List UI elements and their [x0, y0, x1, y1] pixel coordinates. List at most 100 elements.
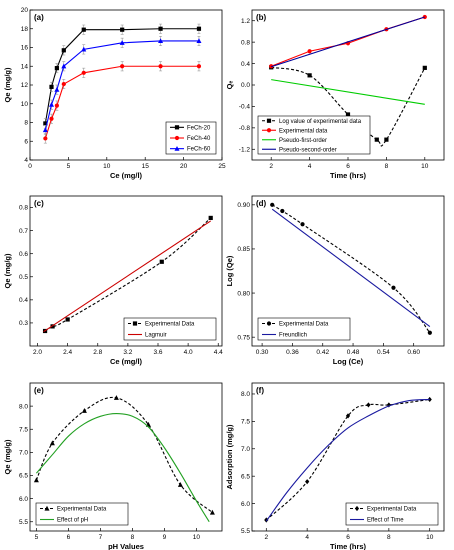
- series-line: [35, 412, 210, 523]
- chart-panel-3: 2.0 2.4 2.8 3.2 3.6 4.0 4.4 0.3 0.4 0.5 0.6 0.7 0.8 C…: [3, 195, 223, 366]
- data-point: [50, 324, 55, 329]
- legend-item: Pseudo-first-order: [262, 138, 327, 144]
- data-point: [158, 64, 163, 69]
- data-point: [270, 202, 275, 207]
- series-1: [270, 202, 432, 335]
- data-point: [209, 509, 215, 515]
- panel-label: (b): [256, 13, 267, 22]
- series-1: [43, 23, 202, 129]
- y-tick-label: 0.90: [237, 202, 250, 209]
- x-tick-label: 7: [99, 534, 103, 541]
- data-point: [81, 27, 86, 32]
- panel-label: (f): [256, 386, 264, 395]
- x-tick-label: 0.42: [316, 349, 329, 356]
- legend-swatch-marker: [266, 128, 272, 133]
- y-axis-title: Qe (mg/g): [3, 67, 12, 103]
- x-tick-label: 2.0: [33, 349, 42, 356]
- legend: FeCh-20 FeCh-40 FeCh-60: [165, 121, 217, 155]
- data-point: [54, 103, 59, 108]
- data-point: [61, 63, 67, 69]
- x-tick-label: 0.48: [347, 349, 360, 356]
- y-axis-title: Qe (mg/g): [3, 253, 12, 289]
- legend: Experimental Data Effect of pH: [35, 502, 129, 526]
- legend-label: Experimental Data: [367, 507, 417, 513]
- data-point: [49, 116, 54, 121]
- y-tick-label: 0.85: [237, 246, 250, 253]
- data-point: [196, 38, 202, 44]
- data-point: [119, 40, 125, 45]
- data-point: [43, 136, 48, 141]
- y-tick-label: 7.0: [19, 450, 28, 457]
- y-tick-label: 14: [21, 63, 29, 70]
- legend: Experimental Data Lagmuir: [123, 317, 217, 341]
- y-tick-label: -1.2: [239, 146, 251, 153]
- series-line: [44, 28, 199, 124]
- y-tick-label: 12: [21, 82, 29, 89]
- x-tick-label: 5: [35, 534, 39, 541]
- x-tick-label: 4: [305, 534, 309, 541]
- data-point: [196, 64, 202, 69]
- data-point: [422, 65, 427, 70]
- data-point: [54, 66, 59, 71]
- y-tick-label: 6: [24, 138, 28, 145]
- x-tick-label: 20: [180, 163, 188, 170]
- y-tick-label: 6.5: [241, 473, 250, 480]
- x-axis-title: Ce (mg/l): [110, 357, 143, 366]
- y-tick-label: 7.0: [241, 446, 250, 453]
- x-tick-label: 10: [193, 534, 201, 541]
- legend-swatch-marker: [44, 505, 50, 511]
- legend-item: Pseudo-second-order: [262, 147, 337, 153]
- legend: Experimental Data Freundlich: [257, 317, 351, 341]
- series-line: [271, 208, 431, 328]
- data-point: [113, 395, 119, 400]
- legend-swatch-marker: [266, 118, 272, 123]
- legend-item: Experimental Data: [40, 505, 107, 513]
- x-tick-label: 8: [387, 534, 391, 541]
- x-tick-label: 25: [218, 163, 226, 170]
- y-tick-label: 0.75: [237, 334, 250, 341]
- data-point: [264, 517, 269, 523]
- panel-label: (d): [256, 199, 267, 208]
- x-tick-label: 2: [264, 534, 268, 541]
- legend-label: Experimental Data: [57, 507, 107, 513]
- data-point: [307, 73, 312, 78]
- y-tick-label: 6.0: [19, 496, 28, 503]
- legend-swatch-marker: [354, 505, 360, 512]
- legend-swatch-marker: [174, 135, 180, 141]
- data-point: [49, 101, 55, 107]
- x-tick-label: 4.4: [214, 349, 223, 356]
- chart-panel-2: 2 4 6 8 10 -1.2 -0.8 -0.4 0.0 0.4 0.8 1.2 Time (hrs)…: [225, 9, 445, 180]
- y-tick-label: 6.5: [19, 473, 28, 480]
- y-tick-label: 0.4: [241, 61, 250, 68]
- data-point: [196, 26, 202, 31]
- plot-frame: [251, 195, 445, 347]
- panel-label: (c): [34, 199, 44, 208]
- legend-box: [257, 317, 351, 341]
- legend-swatch-marker: [174, 125, 180, 130]
- y-tick-label: 0.0: [241, 82, 250, 89]
- series-3: [42, 36, 202, 135]
- data-point: [208, 215, 213, 221]
- y-tick-label: 0.5: [19, 274, 28, 281]
- legend-item: Effect of Time: [350, 518, 404, 524]
- legend-item: Freundlich: [262, 333, 307, 339]
- y-tick-label: 6.0: [241, 501, 250, 508]
- x-tick-label: 2: [269, 163, 273, 170]
- data-point: [427, 396, 432, 403]
- data-point: [61, 81, 66, 87]
- legend-label: Effect of pH: [57, 518, 88, 524]
- x-tick-label: 10: [426, 534, 434, 541]
- x-axis-title: Log (Ce): [333, 357, 364, 366]
- data-point: [307, 49, 312, 54]
- y-tick-label: 8.0: [241, 391, 250, 398]
- x-tick-label: 5: [67, 163, 71, 170]
- legend-label: FeCh-40: [187, 136, 211, 142]
- data-point: [300, 222, 305, 227]
- legend-label: FeCh-20: [187, 125, 211, 131]
- y-tick-label: -0.4: [239, 104, 251, 111]
- x-tick-label: 6: [346, 534, 350, 541]
- x-tick-label: 6: [67, 534, 71, 541]
- data-point: [43, 121, 48, 126]
- x-axis-title: Time (hrs): [330, 542, 367, 550]
- legend-box: [345, 502, 439, 526]
